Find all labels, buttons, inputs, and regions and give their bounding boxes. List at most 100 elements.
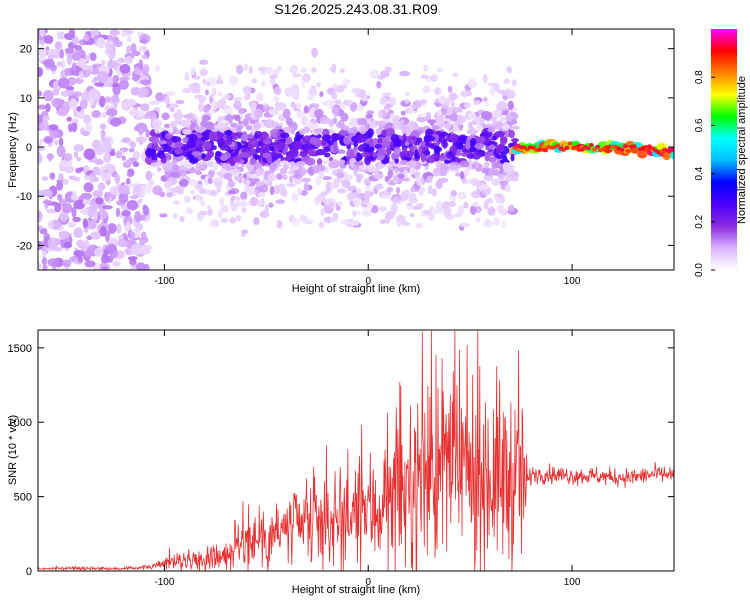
heatmap-cell-1857 xyxy=(397,173,405,179)
heatmap-cell-1060 xyxy=(282,108,291,119)
heatmap-cell-1692 xyxy=(230,122,238,128)
heatmap-cell-1961 xyxy=(464,102,471,109)
heatmap-cell-2105 xyxy=(342,78,351,85)
heatmap-cell-975 xyxy=(484,101,490,108)
heatmap-cell-13 xyxy=(63,165,75,174)
heatmap-cell-2015 xyxy=(303,218,314,225)
heatmap-cell-475 xyxy=(134,211,142,223)
heatmap-cell-1996 xyxy=(457,191,467,200)
heatmap-cell-307 xyxy=(117,235,124,240)
heatmap-cell-1736 xyxy=(234,115,241,122)
heatmap-cell-2245 xyxy=(631,144,637,149)
heatmap-cell-2125 xyxy=(377,74,385,80)
heatmap-cell-1193 xyxy=(429,119,435,127)
heatmap-cell-261 xyxy=(73,199,86,210)
heatmap-cell-190 xyxy=(56,31,66,40)
heatmap-cell-1626 xyxy=(183,114,194,119)
heatmap-cell-330 xyxy=(88,65,94,72)
heatmap-cell-2066 xyxy=(325,189,332,194)
heatmap-cell-1640 xyxy=(461,152,469,157)
heatmap-cell-1861 xyxy=(166,138,173,146)
heatmap-cell-375 xyxy=(129,195,139,200)
heatmap-cell-267 xyxy=(66,116,72,122)
heatmap-cell-2065 xyxy=(256,199,264,208)
heatmap-cell-1918 xyxy=(160,157,167,164)
heatmap-cell-2059 xyxy=(439,95,446,105)
heatmap-cell-1551 xyxy=(239,152,249,158)
heatmap-cell-2086 xyxy=(422,209,432,215)
heatmap-cell-2064 xyxy=(234,201,244,207)
heatmap-cell-1995 xyxy=(277,66,282,72)
heatmap-cell-1246 xyxy=(300,177,312,183)
heatmap-cell-963 xyxy=(459,170,465,180)
heatmap-cell-1587 xyxy=(145,170,153,181)
heatmap-cell-2055 xyxy=(336,188,347,194)
heatmap-cell-1474 xyxy=(207,160,214,168)
heatmap-cell-320 xyxy=(103,152,112,164)
heatmap-cell-1738 xyxy=(499,136,508,144)
heatmap-cell-2100 xyxy=(291,192,299,203)
heatmap-cell-1891 xyxy=(340,125,350,131)
heatmap-cell-1499 xyxy=(443,159,451,164)
heatmap-cell-1182 xyxy=(400,110,406,116)
heatmap-cell-1973 xyxy=(462,89,467,99)
heatmap-cell-1810 xyxy=(290,101,296,108)
heatmap-cell-909 xyxy=(463,168,470,177)
heatmap-cell-513 xyxy=(134,68,142,75)
heatmap-cell-1529 xyxy=(428,184,433,195)
heatmap-cell-1945 xyxy=(219,197,225,207)
heatmap-cell-336 xyxy=(104,40,115,51)
heatmap-cell-1321 xyxy=(502,110,509,116)
heatmap-cell-2241 xyxy=(619,147,625,152)
heatmap-cell-507 xyxy=(100,142,113,154)
heatmap-cell-1514 xyxy=(470,190,481,199)
heatmap-cell-1908 xyxy=(309,136,318,145)
heatmap-cell-1838 xyxy=(494,130,505,138)
heatmap-cell-1843 xyxy=(466,152,475,159)
heatmap-cell-398 xyxy=(38,114,44,125)
heatmap-cell-2224 xyxy=(567,141,573,146)
heatmap-cell-494 xyxy=(117,238,127,247)
heatmap-cell-1696 xyxy=(367,128,374,138)
heatmap-cell-1589 xyxy=(399,70,411,77)
heatmap-cell-366 xyxy=(122,137,131,143)
heatmap-cell-1835 xyxy=(477,135,486,144)
heatmap-cell-1778 xyxy=(416,178,423,186)
heatmap-cell-1224 xyxy=(253,122,261,131)
heatmap-cell-504 xyxy=(134,110,146,119)
heatmap-cell-1631 xyxy=(254,163,263,168)
heatmap-cell-1642 xyxy=(201,162,207,171)
heatmap-cell-280 xyxy=(118,192,129,203)
heatmap-cell-511 xyxy=(83,33,90,42)
heatmap-cell-1437 xyxy=(269,185,275,196)
heatmap-cell-1479 xyxy=(329,159,340,169)
heatmap-cell-1969 xyxy=(388,96,397,106)
heatmap-cell-1607 xyxy=(463,201,469,209)
heatmap-cell-1602 xyxy=(425,142,431,147)
heatmap-cell-1879 xyxy=(447,85,453,93)
heatmap-cell-2205 xyxy=(669,151,674,160)
heatmap-cell-2135 xyxy=(483,220,494,228)
heatmap-cell-1439 xyxy=(170,172,181,178)
snr-x-axis-label: Height of straight line (km) xyxy=(292,584,420,596)
heatmap-cell-1803 xyxy=(151,118,163,128)
heatmap-cell-1342 xyxy=(323,152,331,158)
spectrogram-x-tick-label-2: 100 xyxy=(564,276,581,287)
heatmap-cell-342 xyxy=(135,136,148,144)
heatmap-cell-1951 xyxy=(247,201,252,206)
heatmap-cell-1958 xyxy=(400,192,409,202)
heatmap-cell-1766 xyxy=(315,148,326,156)
heatmap-cell-1597 xyxy=(194,126,206,134)
heatmap-cell-1700 xyxy=(357,173,364,179)
heatmap-cell-1694 xyxy=(402,133,407,144)
heatmap-cell-1968 xyxy=(428,212,435,221)
heatmap-cell-501 xyxy=(42,90,54,102)
heatmap-cell-1349 xyxy=(439,156,447,162)
heatmap-cell-1549 xyxy=(223,152,231,159)
heatmap-cell-2123 xyxy=(192,75,201,80)
heatmap-cell-2136 xyxy=(495,197,503,204)
heatmap-cell-1588 xyxy=(299,151,308,157)
heatmap-cell-1704 xyxy=(194,183,204,191)
heatmap-cell-1646 xyxy=(299,128,306,136)
heatmap-cell-1836 xyxy=(238,108,245,115)
